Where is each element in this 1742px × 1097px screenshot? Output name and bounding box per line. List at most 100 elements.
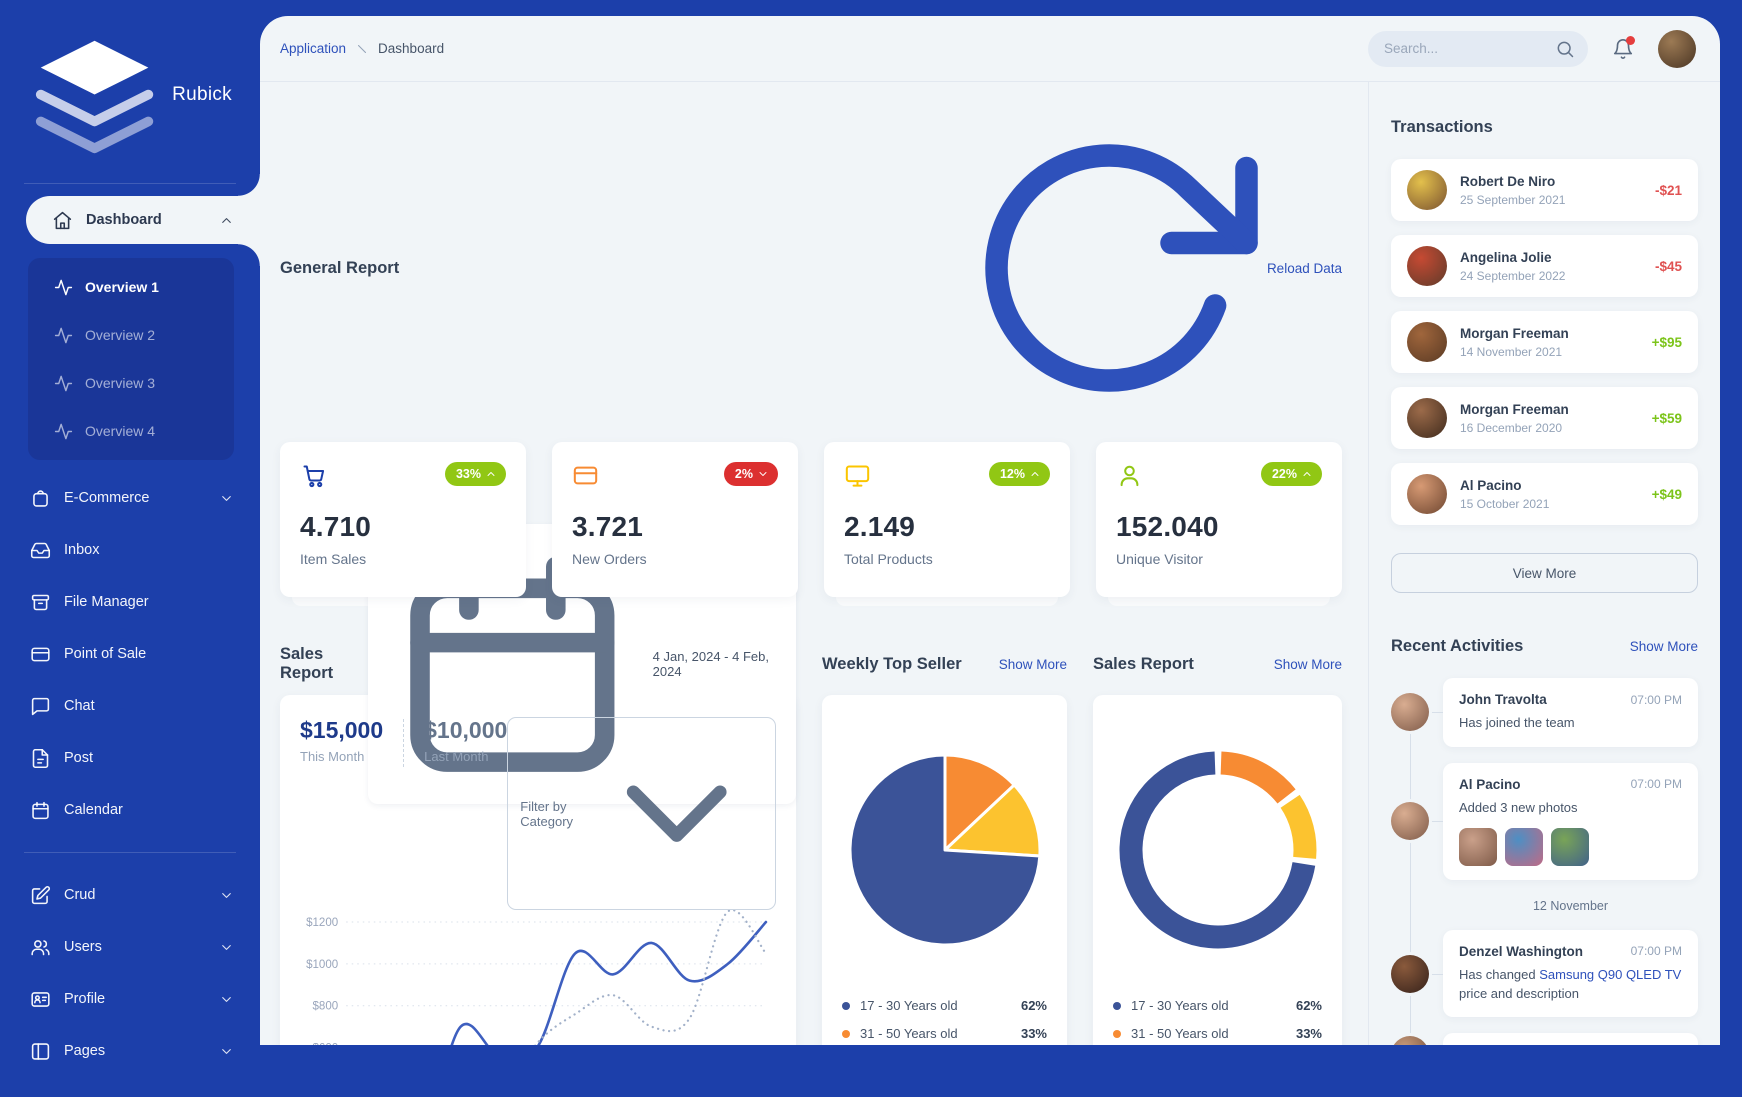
sidebar-subitem-overview-3[interactable]: Overview 3	[28, 359, 234, 407]
sidebar-item-inbox[interactable]: Inbox	[0, 524, 260, 576]
last-month-block: $10,000 Last Month	[424, 717, 507, 764]
main-column: General Report Reload Data 33% 4.710 Item …	[260, 82, 1368, 1045]
notification-dot	[1626, 35, 1635, 45]
home-icon	[53, 211, 72, 229]
filter-by-category-select[interactable]: Filter by Category	[507, 717, 776, 911]
search-icon[interactable]	[1555, 39, 1575, 59]
transaction-angelina-jolie[interactable]: Angelina Jolie 24 September 2022 -$45	[1391, 235, 1698, 297]
stats-row: 33% 4.710 Item Sales 2% 3.721 New Orders 12% 2.…	[280, 442, 1342, 606]
stat-card-item-sales: 33% 4.710 Item Sales	[280, 442, 526, 606]
reload-data-label: Reload Data	[1266, 260, 1342, 276]
svg-text:$1000: $1000	[306, 959, 338, 971]
sidebar-subitem-overview-1[interactable]: Overview 1	[28, 263, 234, 311]
legend-percent: 62%	[1020, 998, 1047, 1013]
user-icon	[1120, 465, 1139, 487]
transaction-date: 25 September 2021	[1460, 192, 1566, 207]
file-manager-icon	[31, 594, 50, 610]
sidebar-item-e-commerce[interactable]: E-Commerce	[0, 472, 260, 524]
sidebar-subitem-overview-2[interactable]: Overview 2	[28, 311, 234, 359]
bell-icon	[1612, 38, 1634, 60]
sales-line-chart-svg: $0$200$400$600$800$1000$1200JanFebMarApr…	[306, 910, 768, 1045]
chevron-down-icon	[222, 1048, 231, 1054]
sidebar-item-calendar[interactable]: Calendar	[0, 784, 260, 836]
filter-by-category-label: Filter by Category	[520, 798, 574, 829]
legend-dot	[842, 1001, 850, 1010]
sidebar-subitem-label: Overview 2	[85, 327, 156, 344]
sidebar-submenu: Overview 1 Overview 2 Overview 3 Overview 4	[28, 258, 234, 461]
sidebar-item-pages[interactable]: Pages	[0, 1025, 260, 1077]
sidebar-item-chat[interactable]: Chat	[0, 680, 260, 732]
search-box	[1368, 30, 1588, 67]
sidebar-item-file-manager[interactable]: File Manager	[0, 576, 260, 628]
trend-badge: 22%	[1260, 462, 1322, 486]
user-avatar[interactable]	[1658, 29, 1696, 68]
chevron-up-icon	[222, 217, 231, 223]
activity-time: 07:00 PM	[1630, 944, 1682, 959]
sidebar-subitem-label: Overview 1	[85, 279, 159, 296]
sidebar-item-users[interactable]: Users	[0, 921, 260, 973]
activity-name: Al Pacino	[1459, 776, 1521, 792]
app-logo[interactable]: Rubick	[0, 0, 260, 179]
sidebar-item-label: File Manager	[64, 594, 149, 611]
photo-thumbnail[interactable]	[1505, 827, 1543, 866]
pulse-icon	[54, 375, 73, 391]
sidebar-item-post[interactable]: Post	[0, 732, 260, 784]
activity-time: 07:00 PM	[1630, 692, 1682, 707]
transaction-morgan-freeman[interactable]: Morgan Freeman 16 December 2020 +$59	[1391, 387, 1698, 449]
sidebar-item-label: Users	[64, 939, 102, 956]
sidebar-item-label: Post	[64, 750, 94, 767]
legend-dot	[842, 1029, 850, 1038]
notifications-button[interactable]	[1612, 35, 1635, 60]
sales-report-donut-show-more[interactable]: Show More	[1273, 656, 1342, 672]
this-month-block: $15,000 This Month	[300, 717, 383, 764]
transaction-amount: +$95	[1651, 334, 1682, 350]
transaction-robert-de-niro[interactable]: Robert De Niro 25 September 2021 -$21	[1391, 159, 1698, 221]
sidebar-item-crud[interactable]: Crud	[0, 869, 260, 921]
refresh-icon	[985, 144, 1258, 392]
age-pie-chart	[842, 715, 1047, 985]
credit-card-icon	[573, 466, 598, 485]
trend-badge: 2%	[723, 462, 778, 486]
profile-icon	[31, 991, 50, 1007]
donut-legend: 17 - 30 Years old 62% 31 - 50 Years old 33%…	[1113, 985, 1322, 1045]
transaction-al-pacino[interactable]: Al Pacino 15 October 2021 +$49	[1391, 463, 1698, 525]
search-input[interactable]	[1368, 30, 1588, 67]
activity-product-link[interactable]: Samsung Q90 QLED TV	[1539, 966, 1682, 982]
sidebar-subitem-label: Overview 4	[85, 423, 156, 440]
recent-activities-show-more[interactable]: Show More	[1629, 639, 1698, 654]
transaction-morgan-freeman[interactable]: Morgan Freeman 14 November 2021 +$95	[1391, 311, 1698, 373]
reload-data-button[interactable]: Reload Data	[959, 118, 1342, 418]
sidebar-item-label: Chat	[64, 698, 95, 715]
this-month-value: $15,000	[300, 717, 384, 743]
transaction-name: Al Pacino	[1460, 477, 1522, 493]
inbox-icon	[30, 542, 51, 558]
transaction-name: Angelina Jolie	[1460, 249, 1552, 265]
activity-photos	[1459, 827, 1682, 866]
sidebar-item-label: E-Commerce	[64, 490, 150, 507]
breadcrumb-application[interactable]: Application	[280, 41, 347, 56]
activity-denzel-washington: Denzel Washington 07:00 PM Has changed Sam…	[1391, 929, 1698, 1018]
view-more-button[interactable]: View More	[1391, 553, 1698, 593]
weekly-top-seller-head: Weekly Top Seller Show More	[822, 643, 1067, 685]
photo-thumbnail[interactable]	[1551, 827, 1589, 866]
transaction-amount: +$49	[1651, 486, 1682, 502]
sidebar-subitem-overview-4[interactable]: Overview 4	[28, 407, 234, 455]
sidebar-item-dashboard[interactable]: Dashboard	[26, 174, 260, 267]
photo-thumbnail[interactable]	[1459, 827, 1497, 866]
activity-john-travolta: John Travolta 07:00 PM Has joined the team	[1391, 678, 1698, 747]
chevron-down-icon	[590, 727, 763, 900]
sales-report-donut-card: 17 - 30 Years old 62% 31 - 50 Years old 33%…	[1093, 695, 1342, 1045]
weekly-top-seller-column: Weekly Top Seller Show More 17 - 30 Year…	[822, 643, 1067, 1045]
age-donut-chart	[1113, 715, 1322, 985]
activity-card: Denzel Washington 07:00 PM Has changed Sam…	[1429, 929, 1698, 1018]
sidebar-item-label: Calendar	[64, 802, 123, 819]
weekly-top-seller-show-more[interactable]: Show More	[998, 656, 1067, 672]
sidebar-item-profile[interactable]: Profile	[0, 973, 260, 1025]
sidebar-item-point-of-sale[interactable]: Point of Sale	[0, 628, 260, 680]
svg-text:$600: $600	[313, 1043, 339, 1045]
activity-card: Al Pacino 07:00 PM Added 3 new photos	[1429, 762, 1698, 880]
weekly-top-seller-title: Weekly Top Seller	[822, 654, 962, 673]
badge-value: 22%	[1271, 467, 1297, 481]
chat-icon	[31, 697, 50, 715]
